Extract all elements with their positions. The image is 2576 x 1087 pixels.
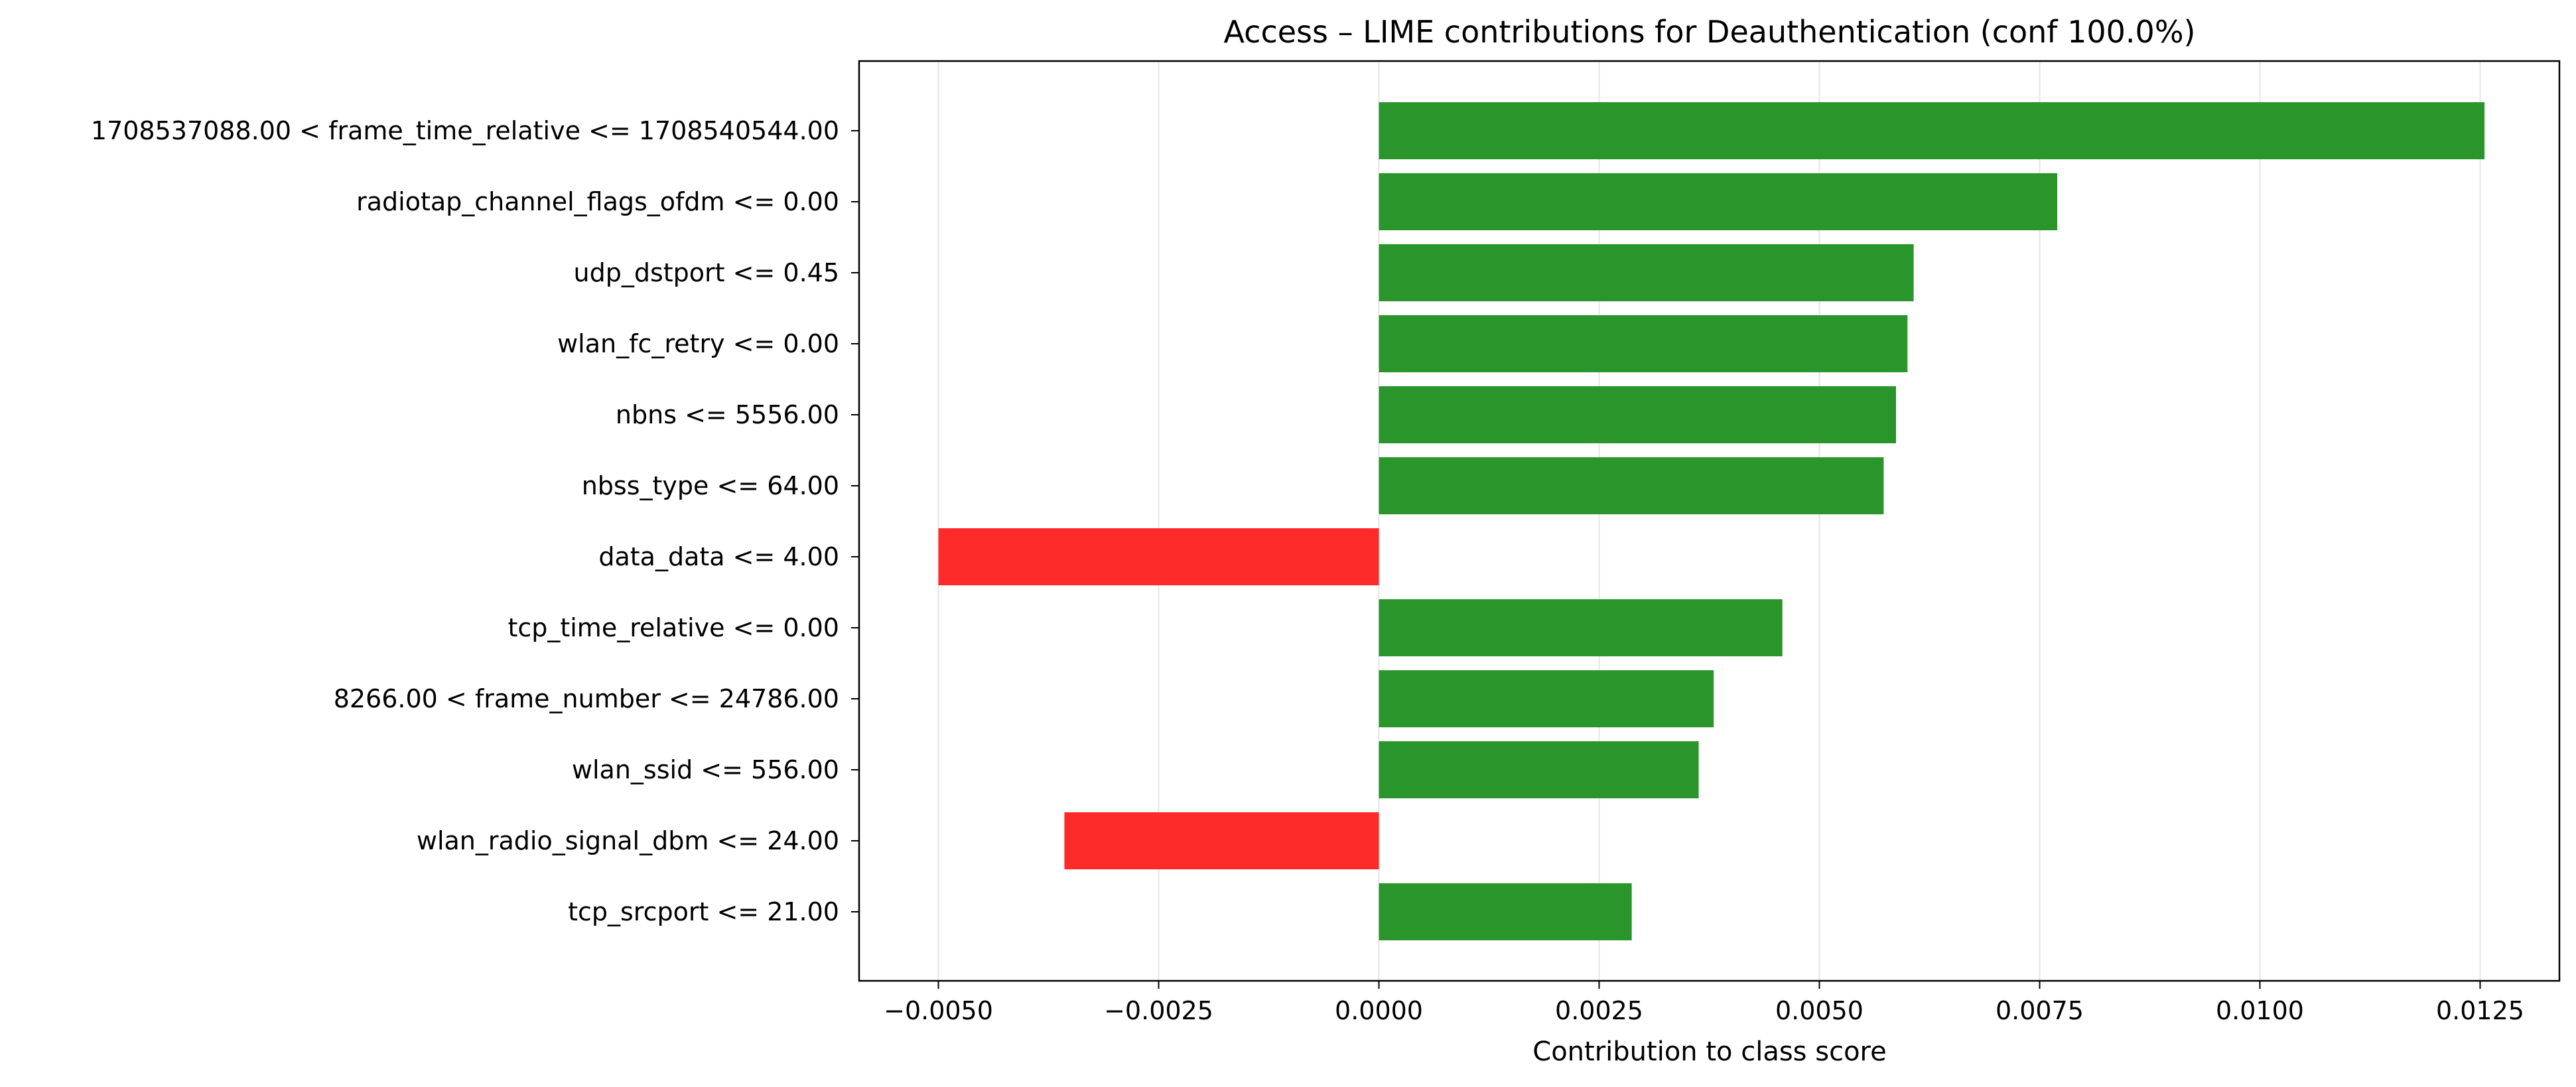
y-tick-label: nbss_type <= 64.00	[582, 471, 839, 500]
bar	[1379, 741, 1699, 798]
y-tick-label: wlan_ssid <= 556.00	[572, 755, 839, 784]
x-tick-label: 0.0000	[1335, 996, 1423, 1025]
x-tick-label: −0.0050	[884, 996, 993, 1025]
bar	[1379, 457, 1884, 514]
y-tick-label: udp_dstport <= 0.45	[574, 258, 839, 287]
x-tick-label: 0.0125	[2436, 996, 2524, 1025]
x-tick-label: 0.0075	[1996, 996, 2084, 1025]
y-tick-label: wlan_fc_retry <= 0.00	[557, 329, 839, 358]
bar	[1379, 386, 1897, 443]
plot-frame	[858, 60, 2561, 982]
y-tick-label: wlan_radio_signal_dbm <= 24.00	[417, 826, 839, 855]
x-tick-label: 0.0100	[2216, 996, 2304, 1025]
bars	[938, 102, 2485, 940]
y-tick-label: 1708537088.00 < frame_time_relative <= 1…	[91, 116, 839, 145]
bar	[1379, 670, 1714, 727]
bar	[1379, 102, 2485, 159]
bar	[938, 528, 1379, 585]
y-tick-label: data_data <= 4.00	[598, 542, 839, 571]
y-tick-labels: 1708537088.00 < frame_time_relative <= 1…	[91, 116, 859, 926]
x-tick-label: 0.0025	[1555, 996, 1643, 1025]
x-tick-label: −0.0025	[1104, 996, 1213, 1025]
bar	[1379, 315, 1908, 372]
x-tick-labels: −0.0050 −0.0025 0.0000 0.0025 0.0050 0.0075 0.…	[884, 981, 2524, 1025]
bar	[1379, 883, 1632, 940]
bar	[1379, 599, 1783, 656]
y-tick-label: tcp_time_relative <= 0.00	[508, 613, 839, 642]
chart-title: Access – LIME contributions for Deauthen…	[1224, 14, 2196, 50]
y-tick-label: tcp_srcport <= 21.00	[568, 897, 839, 926]
bar	[1064, 812, 1379, 869]
x-tick-label: 0.0050	[1775, 996, 1864, 1025]
y-tick-label: 8266.00 < frame_number <= 24786.00	[334, 684, 839, 713]
bar	[1379, 244, 1914, 301]
x-axis-label: Contribution to class score	[1532, 1037, 1886, 1067]
y-tick-label: radiotap_channel_flags_ofdm <= 0.00	[356, 187, 839, 216]
axes	[858, 60, 2561, 982]
bar	[1379, 173, 2058, 230]
y-tick-label: nbns <= 5556.00	[616, 400, 839, 429]
